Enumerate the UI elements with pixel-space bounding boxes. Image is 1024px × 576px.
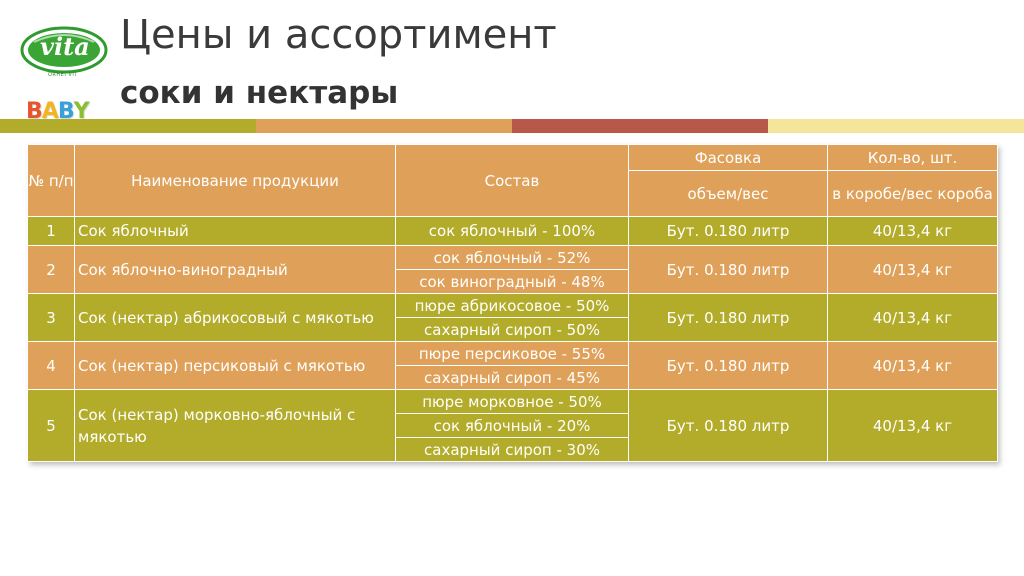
header-packing-sub: объем/вес [628,170,828,217]
row-num: 1 [27,216,75,246]
band-segment [768,119,1024,133]
row-name: Сок (нектар) морковно-яблочный с мякотью [74,389,396,462]
header-num: № п/п [27,144,75,217]
row-name: Сок (нектар) персиковый с мякотью [74,341,396,390]
row-name: Сок яблочный [74,216,396,246]
row-qty: 40/13,4 кг [827,293,998,342]
row-packing: Бут. 0.180 литр [628,216,828,246]
row-num: 2 [27,245,75,294]
baby-logo-text: BABY [26,99,90,124]
page-subtitle: соки и нектары [120,75,399,111]
row-num: 3 [27,293,75,342]
price-table: № п/п Наименование продукции Состав Фасо… [27,144,998,462]
band-segment [512,119,768,133]
band-segment [0,119,256,133]
row-name: Сок яблочно-виноградный [74,245,396,294]
page-title: Цены и ассортимент [120,12,557,58]
row-packing: Бут. 0.180 литр [628,341,828,390]
row-qty: 40/13,4 кг [827,389,998,462]
row-composition: сок яблочный - 20% [395,413,629,438]
vita-logo-text: vita [40,32,90,61]
row-composition: сахарный сироп - 30% [395,437,629,462]
vita-baby-logo: vita ORHEI VIT BABY [20,24,110,124]
header-qty: Кол-во, шт. [827,144,998,171]
price-table-container: № п/п Наименование продукции Состав Фасо… [27,144,998,462]
row-name: Сок (нектар) абрикосовый с мякотью [74,293,396,342]
band-segment [256,119,512,133]
header-name: Наименование продукции [74,144,396,217]
header-qty-sub: в коробе/вес короба [827,170,998,217]
row-packing: Бут. 0.180 литр [628,245,828,294]
table-row: 3 Сок (нектар) абрикосовый с мякотью пюр… [27,293,998,342]
row-composition: пюре персиковое - 55% [395,341,629,366]
color-band [0,119,1024,133]
row-composition: пюре морковное - 50% [395,389,629,414]
row-composition: сахарный сироп - 45% [395,365,629,390]
row-composition: сок яблочный - 100% [395,216,629,246]
row-qty: 40/13,4 кг [827,341,998,390]
vita-logo-icon [20,26,108,74]
header-composition: Состав [395,144,629,217]
row-num: 4 [27,341,75,390]
row-qty: 40/13,4 кг [827,245,998,294]
row-composition: сок яблочный - 52% [395,245,629,270]
row-packing: Бут. 0.180 литр [628,293,828,342]
baby-letter: B [57,99,75,124]
row-composition: сок виноградный - 48% [395,269,629,294]
header-packing: Фасовка [628,144,828,171]
row-composition: сахарный сироп - 50% [395,317,629,342]
table-row: 1 Сок яблочный сок яблочный - 100% Бут. … [27,216,998,246]
table-row: 2 Сок яблочно-виноградный сок яблочный -… [27,245,998,294]
table-row: 4 Сок (нектар) персиковый с мякотью пюре… [27,341,998,390]
row-packing: Бут. 0.180 литр [628,389,828,462]
table-row: 5 Сок (нектар) морковно-яблочный с мякот… [27,389,998,462]
baby-letter: A [41,99,59,124]
row-num: 5 [27,389,75,462]
vita-logo-subtext: ORHEI VIT [48,72,78,78]
row-composition: пюре абрикосовое - 50% [395,293,629,318]
baby-letter: B [26,99,43,124]
row-qty: 40/13,4 кг [827,216,998,246]
baby-letter: Y [73,99,90,124]
